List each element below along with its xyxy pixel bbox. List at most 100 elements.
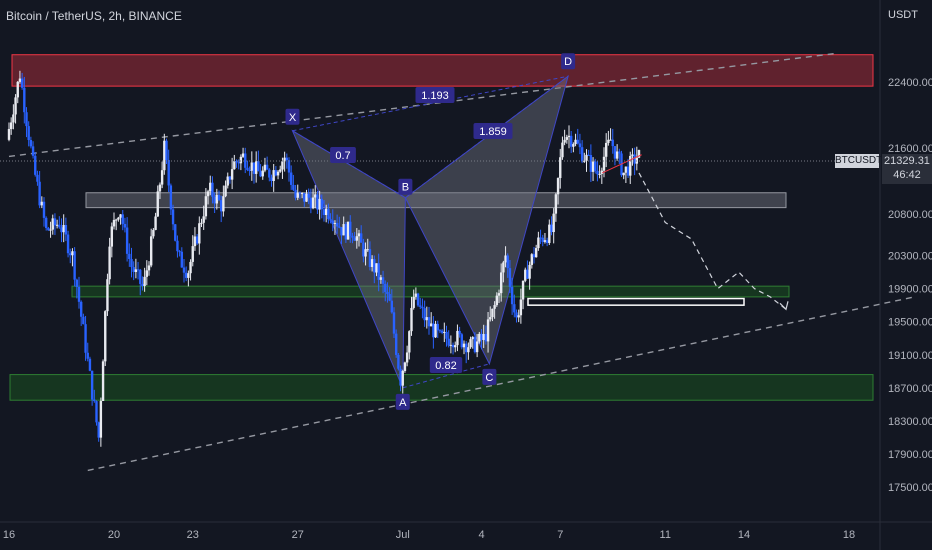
pattern-labels: X A B C D 0.7 0.82 1.193 1.859	[285, 53, 576, 410]
time-tick-label: 14	[738, 529, 750, 541]
candle-body	[134, 269, 138, 272]
candle-body	[344, 224, 348, 240]
candle-body	[373, 259, 376, 273]
candle-body	[112, 219, 116, 227]
projection-arrowhead	[779, 301, 789, 311]
point-label-b: B	[402, 182, 409, 194]
candle-body	[384, 283, 387, 292]
candle-body	[263, 164, 267, 171]
candle-body	[106, 279, 109, 312]
candle-body	[331, 220, 334, 224]
candle-body	[403, 362, 407, 371]
candle-body	[130, 259, 133, 268]
candle-body	[537, 237, 540, 249]
ratio-line-xb	[292, 130, 406, 199]
candle-body	[598, 173, 601, 175]
candle-body	[556, 178, 560, 195]
candle-body	[287, 160, 291, 173]
candle-body	[60, 227, 63, 233]
ratio-label-2-bg	[415, 87, 455, 103]
candle-body	[338, 226, 341, 228]
candle-body	[475, 341, 479, 353]
candle-body	[458, 330, 461, 335]
time-tick-label: 4	[478, 529, 484, 541]
candle-body	[73, 251, 76, 280]
candle-body	[324, 208, 328, 216]
candle-body	[491, 308, 494, 318]
candle-body	[416, 293, 420, 306]
time-tick-label: Jul	[396, 529, 410, 541]
candle-body	[585, 154, 588, 161]
candle-body	[572, 144, 575, 147]
candle-body	[250, 162, 254, 171]
candle-body	[77, 286, 81, 302]
trendline-0	[8, 52, 839, 158]
candle-body	[86, 352, 89, 359]
candle-body	[23, 87, 26, 113]
candle-body	[355, 236, 359, 241]
candle-body	[486, 319, 490, 342]
candle-body	[178, 251, 181, 253]
candle-body	[559, 157, 562, 179]
candle-body	[327, 208, 330, 220]
candle-body	[434, 323, 437, 338]
ratio-label-1-bg	[429, 357, 463, 373]
candle-body	[314, 194, 317, 198]
candle-body	[121, 214, 124, 224]
candle-body	[217, 194, 221, 201]
candle-body	[548, 224, 551, 243]
candle-body	[386, 291, 389, 295]
candle-body	[182, 267, 186, 273]
candle-body	[180, 251, 184, 268]
candle-body	[550, 224, 553, 233]
candle-body	[34, 155, 37, 175]
candle-body	[303, 193, 306, 202]
candle-body	[543, 240, 547, 242]
candle-body	[104, 311, 107, 362]
candle-body	[184, 272, 188, 278]
candle-body	[467, 347, 470, 353]
candle-body	[152, 229, 155, 237]
ratio-line-ac	[402, 363, 490, 389]
candle-body	[388, 294, 391, 301]
candle-body	[370, 259, 374, 267]
candle-body	[408, 331, 411, 353]
candle-body	[276, 171, 280, 176]
candle-body	[176, 240, 179, 252]
candle-body	[51, 218, 54, 230]
candle-body	[561, 142, 564, 158]
candle-body	[309, 197, 313, 209]
candle-body	[508, 268, 512, 287]
candle-body	[591, 161, 595, 172]
candle-body	[392, 312, 396, 334]
candle-body	[62, 225, 65, 233]
candle-body	[29, 139, 33, 147]
candle-body	[526, 269, 529, 279]
point-label-d: D	[564, 56, 572, 68]
candle-body	[149, 236, 153, 266]
price-axis[interactable]: 22400.00 21600.00 20800.00 20300.00 19900.00…	[888, 77, 932, 494]
price-tick-label: 17500.00	[888, 482, 932, 494]
price-tick-label: 19900.00	[888, 284, 932, 296]
candle-body	[497, 293, 501, 296]
candle-body	[143, 276, 146, 286]
candle-body	[390, 300, 394, 313]
candle-body	[583, 160, 586, 162]
candle-body	[44, 217, 48, 228]
candle-body	[147, 265, 151, 271]
candle-body	[47, 227, 50, 231]
candle-body	[123, 223, 127, 228]
candle-body	[495, 295, 499, 306]
candle-body	[469, 339, 472, 348]
candle-body	[228, 176, 232, 180]
candle-body	[261, 170, 264, 177]
candle-body	[493, 305, 496, 309]
point-label-a-bg	[395, 393, 410, 410]
zone-red-0	[11, 54, 874, 87]
projection-path	[638, 172, 787, 310]
time-axis[interactable]: 16 20 23 27 Jul 4 7 11 14 18	[3, 529, 855, 541]
candle-body	[289, 172, 293, 185]
candle-body	[460, 334, 464, 348]
candle-body	[14, 97, 17, 115]
